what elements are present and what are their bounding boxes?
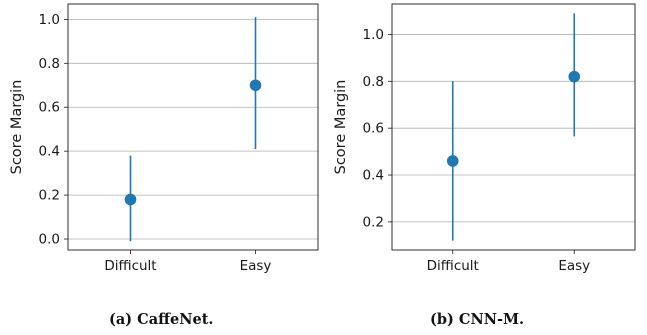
x-tick-label: Difficult (427, 258, 479, 274)
data-point (446, 155, 459, 167)
caption-b: (b) CNN-M. (430, 311, 525, 328)
x-tick-label: Difficult (104, 258, 156, 274)
chart-panel-b: 0.2 0.4 0.6 0.8 1.0 Difficult Easy Score Margin (333, 3, 636, 274)
y-tick-label: 1.0 (363, 27, 384, 43)
y-axis-label: Score Margin (333, 80, 349, 175)
y-tick-label: 0.4 (363, 168, 384, 184)
data-point (568, 70, 581, 83)
plot-frame (67, 3, 319, 251)
chart-panel-a: 0.0 0.2 0.4 0.6 0.8 1.0 Difficult Easy Score Mar… (9, 3, 319, 274)
y-tick-label: 0.4 (39, 144, 60, 160)
y-axis-label: Score Margin (9, 80, 25, 175)
y-tick-label: 0.0 (39, 232, 60, 248)
y-tick-label: 0.2 (39, 188, 60, 204)
y-tick-label: 0.6 (39, 100, 60, 116)
x-tick-label: Easy (558, 258, 590, 274)
plot-frame (391, 3, 636, 251)
y-tick-label: 0.8 (363, 74, 384, 90)
y-tick-label: 0.6 (363, 121, 384, 137)
y-tick-label: 0.2 (363, 214, 384, 230)
data-point (124, 193, 137, 206)
data-point (249, 79, 262, 92)
x-tick-label: Easy (240, 258, 272, 274)
y-tick-label: 0.8 (39, 56, 60, 72)
y-tick-label: 1.0 (39, 12, 60, 28)
caption-a: (a) CaffeNet. (109, 311, 214, 328)
